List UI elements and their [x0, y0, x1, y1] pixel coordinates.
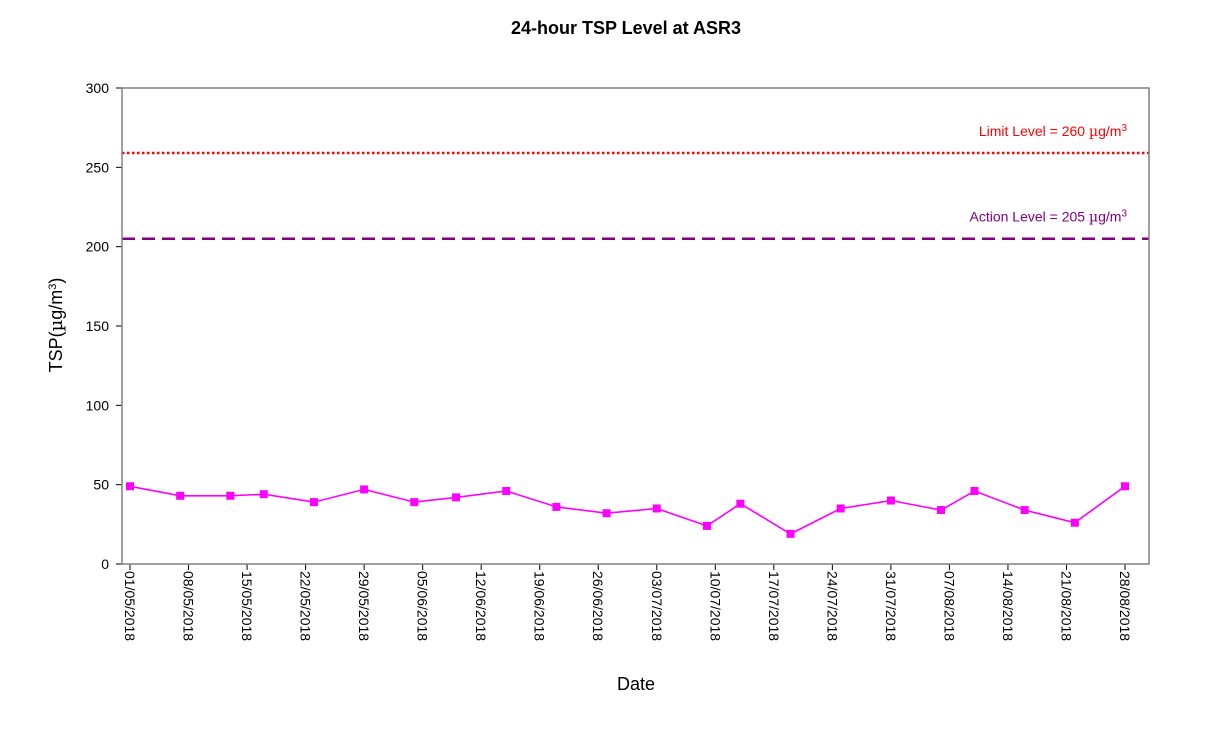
data-point: [602, 509, 611, 518]
x-tick-label: 19/06/2018: [532, 571, 548, 641]
x-tick-label: 29/05/2018: [356, 571, 372, 641]
reference-label-unit: g/m: [1098, 123, 1121, 139]
reference-label-sup: 3: [1121, 208, 1127, 219]
x-tick-label: 17/07/2018: [766, 571, 782, 641]
series-line: [129, 485, 1126, 535]
reference-label-label: Action Level = 205: [970, 209, 1089, 225]
x-tick-label: 26/06/2018: [590, 571, 606, 641]
y-axis-title-suffix: ): [46, 278, 66, 284]
y-axis-title-sup: 3: [47, 284, 59, 290]
data-point: [226, 491, 235, 500]
y-tick-label: 300: [86, 80, 110, 96]
data-point: [309, 498, 318, 507]
y-axis-title: TSP(µg/m3): [46, 278, 67, 373]
reference-label-label: Limit Level = 260: [979, 123, 1089, 139]
x-axis-ticks: 01/05/2018 08/05/2018 15/05/2018 22/05/2018…: [122, 564, 1133, 641]
data-point: [1020, 506, 1029, 515]
y-axis-title-prefix: TSP(: [46, 331, 66, 372]
reference-label-unit: g/m: [1098, 209, 1121, 225]
x-tick-label: 14/08/2018: [1000, 571, 1016, 641]
x-tick-label: 03/07/2018: [649, 571, 665, 641]
y-tick-label: 0: [101, 556, 109, 572]
x-tick-label: 12/06/2018: [473, 571, 489, 641]
data-point: [259, 490, 268, 499]
reference-label-unit-mu: µ: [1089, 124, 1098, 140]
reference-label-1: Action Level = 205 µg/m3: [970, 208, 1128, 226]
data-series: [126, 482, 1129, 538]
data-point: [702, 521, 711, 530]
reference-label-sup: 3: [1121, 123, 1127, 134]
y-axis-ticks: 0 50 100 150 200 250 300: [86, 80, 122, 572]
x-tick-label: 10/07/2018: [707, 571, 723, 641]
y-tick-label: 250: [86, 159, 110, 175]
reference-label-0: Limit Level = 260 µg/m3: [979, 123, 1128, 141]
data-point: [786, 529, 795, 538]
data-point: [360, 485, 369, 494]
data-point: [176, 491, 185, 500]
x-tick-label: 28/08/2018: [1117, 571, 1133, 641]
x-tick-label: 05/06/2018: [415, 571, 431, 641]
data-point: [452, 493, 461, 502]
data-point: [970, 487, 979, 496]
x-tick-label: 21/08/2018: [1058, 571, 1074, 641]
data-point: [1121, 482, 1129, 491]
x-tick-label: 31/07/2018: [883, 571, 899, 641]
x-tick-label: 07/08/2018: [941, 571, 957, 641]
data-point: [502, 487, 511, 496]
y-axis-title-unit: g/m: [46, 290, 66, 320]
data-point: [1070, 518, 1079, 527]
data-point: [126, 482, 134, 491]
x-tick-label: 15/05/2018: [239, 571, 255, 641]
y-tick-label: 200: [86, 239, 110, 255]
x-tick-label: 01/05/2018: [122, 571, 138, 641]
data-point: [886, 496, 895, 505]
y-tick-label: 100: [86, 397, 110, 413]
svg-text:TSP(µg/m3): TSP(µg/m3): [46, 278, 67, 373]
reference-label-unit-mu: µ: [1089, 210, 1098, 226]
data-point: [937, 506, 946, 515]
data-point: [836, 504, 845, 513]
x-axis-title: Date: [617, 674, 655, 694]
data-point: [410, 498, 419, 507]
x-tick-label: 08/05/2018: [181, 571, 197, 641]
data-point: [652, 504, 661, 513]
y-axis-title-mu: µ: [46, 319, 67, 331]
x-tick-label: 24/07/2018: [824, 571, 840, 641]
data-point: [552, 502, 561, 511]
plot-area-frame: [121, 87, 1150, 565]
y-tick-label: 150: [86, 318, 110, 334]
chart-title: 24-hour TSP Level at ASR3: [511, 18, 741, 38]
y-tick-label: 50: [93, 477, 109, 493]
x-tick-label: 22/05/2018: [298, 571, 314, 641]
data-point: [736, 499, 745, 508]
